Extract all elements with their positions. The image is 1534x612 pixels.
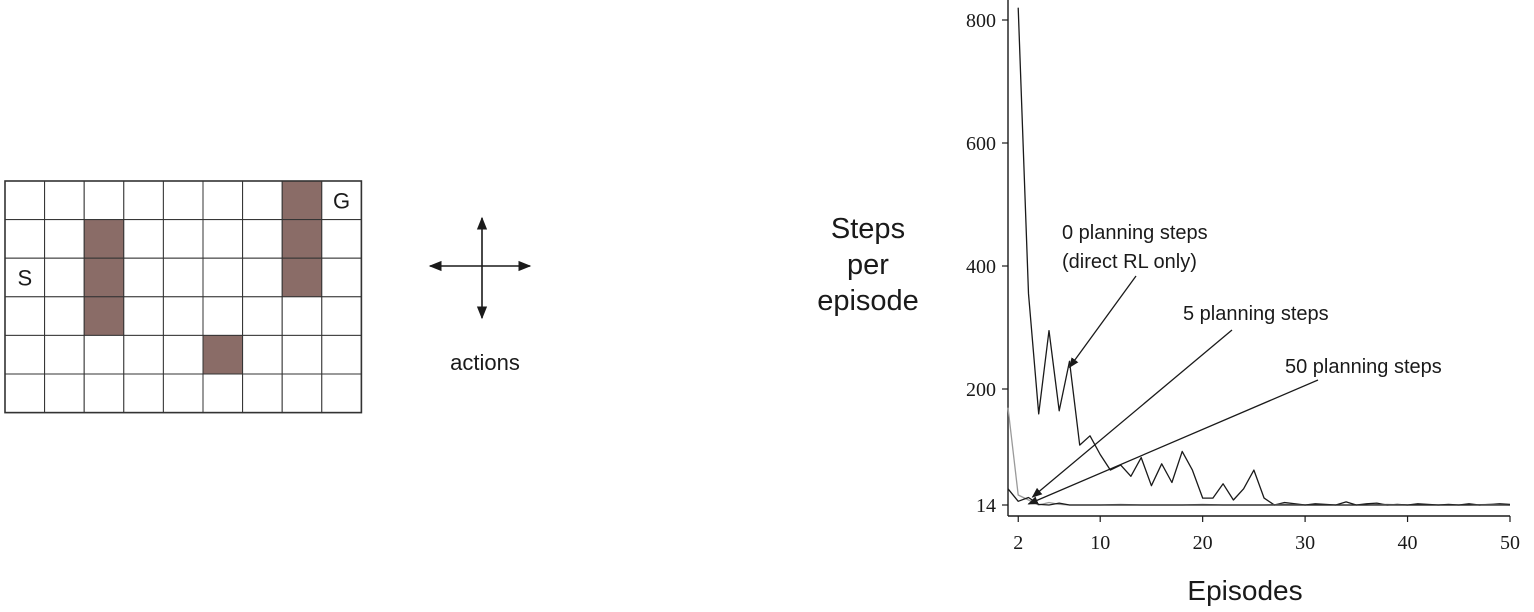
x-tick-label: 40 (1398, 532, 1418, 554)
y-axis-label: Steps per episode (817, 213, 919, 317)
maze-cell (281, 334, 323, 375)
maze-cell (44, 219, 85, 259)
x-axis-label: Episodes (1187, 575, 1302, 606)
maze-cell (44, 180, 85, 221)
maze-wall-cell (202, 334, 244, 375)
y-tick-label: 200 (966, 379, 996, 401)
maze-cell (83, 180, 125, 221)
maze-cell (123, 296, 164, 336)
series-line-planning-5 (1007, 407, 1511, 506)
maze-cell (83, 373, 125, 414)
actions-label: actions (450, 350, 520, 375)
maze-cell (44, 334, 85, 375)
maze-cell (202, 180, 244, 221)
maze-cell (321, 219, 362, 259)
annotation-arrow-ann-50 (1027, 379, 1319, 505)
maze-cell (123, 180, 164, 221)
maze-wall-cell (281, 180, 323, 221)
maze-cell (202, 257, 244, 298)
maze-cell (162, 257, 204, 298)
maze-cell (321, 180, 362, 221)
x-tick-label: 30 (1295, 532, 1315, 554)
maze-cell (162, 180, 204, 221)
maze-cell (162, 296, 204, 336)
maze-cell (242, 373, 283, 414)
annotation-ann-0: 0 planning steps (direct RL only) (1062, 222, 1208, 273)
goal-label: G (333, 188, 350, 213)
maze-cell (162, 373, 204, 414)
maze-cell (281, 373, 323, 414)
x-tick-label: 10 (1090, 532, 1110, 554)
maze-cell (123, 257, 164, 298)
maze-cell (242, 257, 283, 298)
maze-cell (44, 296, 85, 336)
maze-cell (123, 373, 164, 414)
maze-cell (83, 334, 125, 375)
maze-wall-cell (281, 219, 323, 259)
maze-border (4, 180, 363, 414)
maze-wall-cell (281, 257, 323, 298)
annotation-arrow-ann-0 (1068, 275, 1137, 369)
maze-cell (202, 296, 244, 336)
maze-cell (123, 334, 164, 375)
maze-cell (202, 219, 244, 259)
maze-cell (4, 334, 46, 375)
maze-cell (162, 219, 204, 259)
maze-cell (123, 219, 164, 259)
y-axis-label-line: per (847, 249, 889, 281)
y-tick-label: 14 (976, 495, 996, 517)
x-tick-label: 2 (1013, 532, 1023, 554)
maze-wall-cell (83, 296, 125, 336)
maze-wall-cell (83, 219, 125, 259)
maze-cell (44, 257, 85, 298)
maze-cell (202, 373, 244, 414)
axes: 14 200 400 600 800 2 10 20 30 40 50 (966, 0, 1520, 554)
maze-cell (242, 219, 283, 259)
maze-cell (281, 296, 323, 336)
annotations: 0 planning steps (direct RL only) 5 planni… (1027, 222, 1442, 505)
maze-cell (44, 373, 85, 414)
maze-cell (162, 334, 204, 375)
y-axis-label-line: Steps (831, 213, 905, 245)
maze-cell (321, 257, 362, 298)
y-tick-label: 400 (966, 256, 996, 278)
x-tick-label: 20 (1193, 532, 1213, 554)
maze-cell (4, 219, 46, 259)
maze-cell (242, 180, 283, 221)
series-layer (1007, 7, 1511, 506)
annotation-ann-50: 50 planning steps (1285, 356, 1442, 378)
learning-curve-chart: Steps per episode 14 200 400 600 800 2 10 20 30 40 5… (817, 0, 1520, 606)
maze-cell (242, 334, 283, 375)
maze-cell (321, 373, 362, 414)
start-label: S (17, 266, 32, 291)
y-axis-label-line: episode (817, 285, 919, 317)
maze-cell (4, 373, 46, 414)
maze-cell (4, 257, 46, 298)
maze-cell (4, 296, 46, 336)
maze-cell (242, 296, 283, 336)
y-tick-label: 600 (966, 133, 996, 155)
actions-cross-icon (428, 216, 532, 320)
maze-cell (321, 296, 362, 336)
y-tick-label: 800 (966, 10, 996, 32)
annotation-ann-5: 5 planning steps (1183, 303, 1329, 325)
gridworld-maze: SG (4, 180, 363, 414)
x-tick-label: 50 (1500, 532, 1520, 554)
maze-cell (4, 180, 46, 221)
series-line-planning-50 (1007, 488, 1510, 506)
maze-cell (321, 334, 362, 375)
maze-wall-cell (83, 257, 125, 298)
annotation-arrow-ann-5 (1031, 329, 1233, 498)
